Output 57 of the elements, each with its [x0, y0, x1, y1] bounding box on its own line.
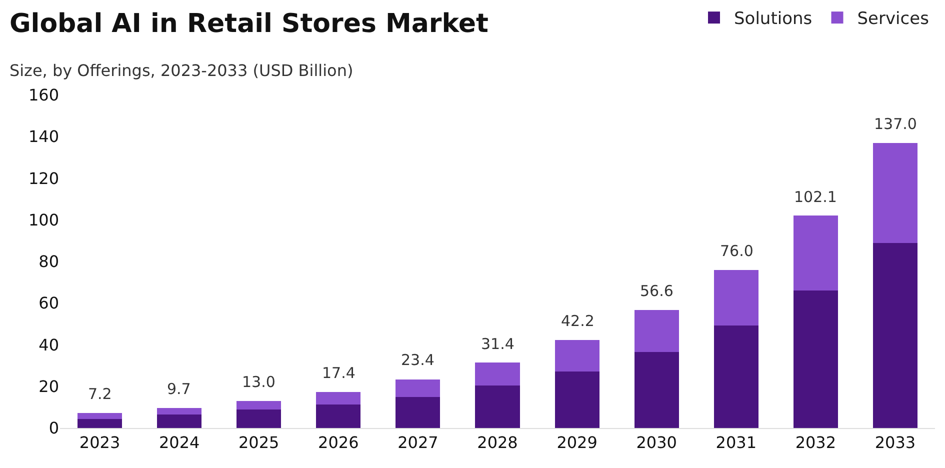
y-tick-label: 60 — [38, 294, 59, 313]
total-label: 137.0 — [874, 115, 917, 133]
y-tick-label: 160 — [28, 86, 59, 105]
bar — [236, 400, 282, 410]
y-tick-label: 100 — [28, 210, 59, 230]
bar — [872, 142, 918, 244]
bar — [396, 397, 440, 428]
bar — [554, 371, 600, 428]
bar — [475, 386, 520, 428]
x-tick-label: 2029 — [556, 433, 598, 452]
bar — [714, 325, 758, 428]
y-tick-label: 40 — [38, 335, 59, 354]
y-tick-label: 140 — [28, 127, 59, 146]
bar — [157, 414, 202, 428]
bar — [78, 413, 122, 419]
chart-title: Global AI in Retail Stores Market — [9, 9, 488, 40]
x-tick-label: 2026 — [318, 433, 359, 452]
bar — [714, 270, 758, 326]
x-tick-label: 2023 — [79, 433, 120, 452]
bar — [872, 243, 918, 428]
total-label: 31.4 — [481, 335, 514, 353]
y-tick-label: 0 — [48, 418, 59, 438]
x-tick-label: 2033 — [874, 433, 916, 452]
x-tick-label: 2031 — [716, 433, 756, 452]
total-label: 56.6 — [640, 282, 674, 300]
y-tick-label: 120 — [28, 168, 59, 188]
x-tick-label: 2025 — [238, 433, 280, 452]
x-tick-label: 2030 — [636, 433, 677, 452]
bar — [316, 392, 361, 405]
bar — [793, 290, 838, 428]
total-label: 76.0 — [720, 242, 754, 260]
bar — [78, 418, 122, 428]
bar — [236, 410, 282, 428]
bar — [396, 379, 440, 398]
bar — [634, 310, 679, 352]
x-tick-label: 2027 — [398, 433, 438, 452]
y-tick-label: 80 — [38, 252, 59, 272]
bar — [634, 352, 679, 428]
chart-subtitle: Size, by Offerings, 2023-2033 (USD Billion) — [9, 61, 354, 80]
x-tick-label: 2032 — [795, 433, 836, 452]
bar — [316, 404, 361, 428]
x-tick-label: 2028 — [477, 433, 518, 452]
total-label: 42.2 — [561, 312, 594, 330]
total-label: 7.2 — [88, 385, 112, 403]
bar — [475, 362, 520, 386]
x-tick-label: 2024 — [158, 433, 200, 452]
total-label: 13.0 — [242, 373, 276, 391]
total-label: 9.7 — [167, 380, 191, 398]
total-label: 102.1 — [794, 188, 837, 206]
bar — [554, 340, 600, 372]
total-label: 23.4 — [401, 351, 434, 369]
legend-label: Solutions — [734, 9, 812, 30]
total-label: 17.4 — [322, 364, 356, 382]
legend-label: Services — [857, 9, 930, 30]
bar — [793, 216, 838, 291]
bar — [157, 408, 202, 415]
y-tick-label: 20 — [38, 376, 59, 396]
